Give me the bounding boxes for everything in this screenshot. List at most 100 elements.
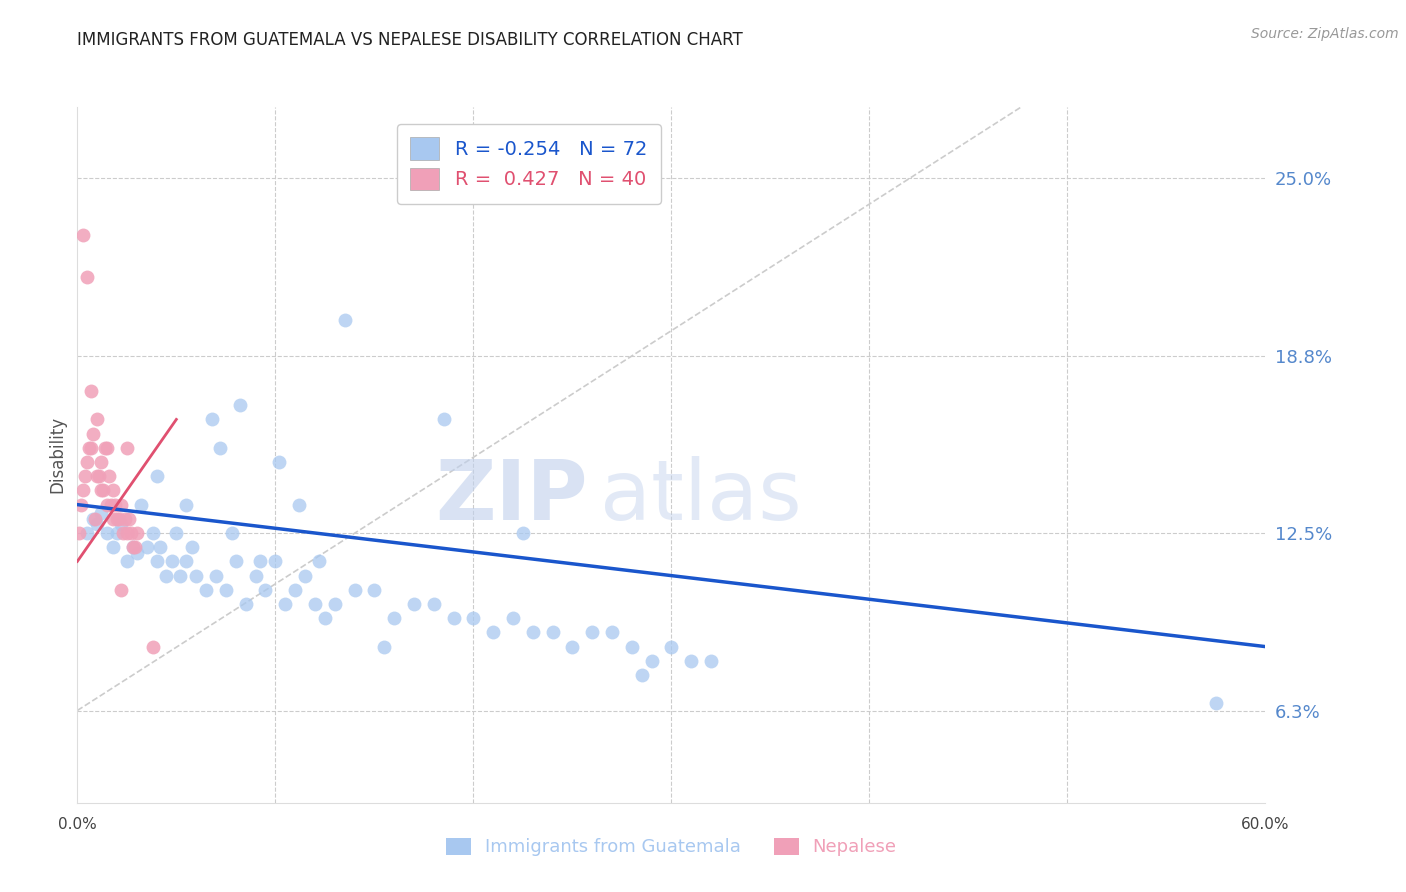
Point (115, 526, 138, 541)
Point (67, 526, 90, 541)
Point (121, 540, 143, 554)
Point (314, 611, 336, 625)
Point (76, 270, 98, 285)
Point (75, 469, 97, 483)
Point (186, 568, 208, 582)
Legend: Immigrants from Guatemala, Nepalese: Immigrants from Guatemala, Nepalese (439, 830, 904, 864)
Point (600, 625, 623, 640)
Point (96, 498, 118, 512)
Point (114, 512, 136, 526)
Point (115, 441, 138, 455)
Point (304, 597, 326, 611)
Point (94, 441, 117, 455)
Point (80, 441, 103, 455)
Point (630, 668, 652, 682)
Point (96, 526, 118, 541)
Point (323, 597, 346, 611)
Text: atlas: atlas (600, 456, 801, 537)
Point (76, 526, 98, 541)
Point (640, 654, 662, 668)
Point (110, 517, 132, 532)
Point (402, 597, 425, 611)
Point (181, 540, 204, 554)
Point (82, 426, 104, 441)
Point (235, 597, 257, 611)
Point (121, 540, 143, 554)
Point (105, 526, 128, 541)
Text: 0.0%: 0.0% (58, 817, 97, 832)
Text: Source: ZipAtlas.com: Source: ZipAtlas.com (1251, 27, 1399, 41)
Point (101, 512, 124, 526)
Point (118, 512, 141, 526)
Point (195, 582, 218, 597)
Point (110, 498, 132, 512)
Point (98, 469, 121, 483)
Text: 60.0%: 60.0% (1241, 817, 1289, 832)
Point (681, 654, 703, 668)
Point (512, 526, 534, 541)
Point (135, 540, 157, 554)
Point (145, 554, 167, 568)
Point (145, 469, 167, 483)
Point (86, 412, 108, 426)
Point (269, 455, 291, 469)
Point (284, 582, 307, 597)
Point (110, 582, 132, 597)
Point (174, 554, 197, 568)
Point (84, 512, 107, 526)
Point (82, 512, 104, 526)
Point (228, 398, 250, 412)
Point (700, 654, 723, 668)
Point (100, 498, 122, 512)
Point (620, 640, 643, 654)
Point (162, 554, 184, 568)
Point (274, 597, 297, 611)
Point (561, 640, 583, 654)
Point (125, 526, 148, 541)
Y-axis label: Disability: Disability (48, 417, 66, 493)
Point (125, 546, 148, 560)
Point (142, 640, 165, 654)
Point (463, 611, 485, 625)
Point (245, 568, 267, 582)
Point (165, 526, 187, 541)
Point (522, 625, 544, 640)
Point (142, 526, 165, 541)
Point (87, 469, 110, 483)
Point (90, 506, 112, 520)
Point (155, 568, 177, 582)
Point (111, 526, 134, 541)
Point (72, 227, 94, 242)
Point (423, 597, 446, 611)
Point (373, 640, 395, 654)
Point (205, 568, 228, 582)
Point (115, 554, 138, 568)
Point (541, 625, 564, 640)
Point (129, 498, 152, 512)
Point (77, 441, 100, 455)
Text: ZIP: ZIP (436, 456, 588, 537)
Point (208, 441, 231, 455)
Point (1205, 697, 1227, 711)
Point (76, 455, 98, 469)
Point (264, 554, 287, 568)
Point (120, 526, 142, 541)
Point (249, 554, 271, 568)
Point (294, 568, 316, 582)
Point (105, 512, 128, 526)
Point (86, 469, 108, 483)
Point (90, 455, 112, 469)
Point (502, 611, 524, 625)
Point (86, 517, 108, 532)
Point (308, 554, 330, 568)
Point (215, 582, 238, 597)
Point (174, 498, 197, 512)
Point (91, 483, 114, 498)
Point (201, 412, 224, 426)
Point (169, 568, 191, 582)
Point (661, 640, 683, 654)
Point (80, 384, 103, 398)
Point (443, 611, 465, 625)
Point (70, 498, 93, 512)
Point (225, 554, 247, 568)
